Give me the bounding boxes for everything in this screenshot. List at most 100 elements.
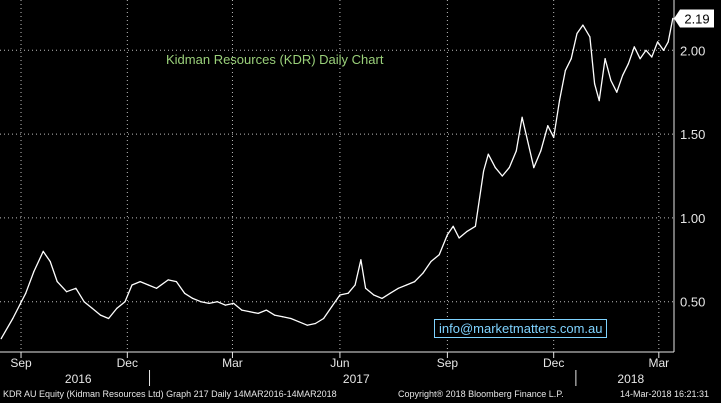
y-tick-label: 0.50 xyxy=(680,295,705,310)
footer-timestamp: 14-Mar-2018 16:21:31 xyxy=(620,389,710,399)
data-point xyxy=(576,32,578,35)
last-value-tag: 2.19 xyxy=(674,9,714,28)
data-point xyxy=(208,302,210,304)
data-point xyxy=(589,36,591,38)
data-point xyxy=(75,287,77,289)
data-point xyxy=(438,254,440,256)
chart-labels: 0.50 1.00 1.50 2.00 Sep Dec Mar Jun Sep Dec Mar 201… xyxy=(10,9,714,386)
x-tick-label: Sep xyxy=(437,356,459,370)
data-point xyxy=(147,284,149,286)
data-point xyxy=(265,309,267,311)
data-point xyxy=(233,302,235,304)
data-point xyxy=(365,287,367,289)
data-point xyxy=(527,141,529,144)
data-point xyxy=(633,46,635,48)
data-point xyxy=(446,234,448,236)
year-label: 2017 xyxy=(343,372,370,386)
data-point xyxy=(290,317,292,320)
data-point xyxy=(645,49,647,51)
footer-copyright: Copyright® 2018 Bloomberg Finance L.P. xyxy=(398,389,564,399)
data-point xyxy=(257,312,259,314)
data-point xyxy=(314,322,316,325)
chart-title: Kidman Resources (KDR) Daily Chart xyxy=(166,52,384,67)
data-point xyxy=(200,301,202,303)
data-point xyxy=(241,309,243,311)
data-point xyxy=(323,317,325,320)
data-point xyxy=(558,100,561,102)
data-point xyxy=(494,167,496,169)
data-point xyxy=(224,304,226,306)
data-point xyxy=(430,260,432,263)
price-chart: 0.50 1.00 1.50 2.00 Sep Dec Mar Jun Sep Dec Mar 201… xyxy=(0,0,714,386)
chart-grid xyxy=(0,0,674,352)
x-tick-label: Mar xyxy=(648,356,669,370)
year-label: 2018 xyxy=(617,372,644,386)
data-point xyxy=(570,58,572,60)
data-point xyxy=(42,250,44,252)
data-point xyxy=(422,272,424,274)
footer-bar: KDR AU Equity (Kidman Resources Ltd) Gra… xyxy=(0,386,721,403)
last-value-label: 2.19 xyxy=(684,11,709,26)
data-point xyxy=(487,153,489,155)
data-point xyxy=(466,230,468,232)
data-point xyxy=(306,324,308,326)
data-point xyxy=(651,56,653,58)
data-point xyxy=(99,314,102,316)
data-point xyxy=(594,83,596,85)
data-point xyxy=(397,287,399,289)
data-point xyxy=(540,150,542,152)
data-point xyxy=(347,292,349,294)
data-point xyxy=(381,297,383,299)
last-value-box xyxy=(674,9,714,28)
data-point xyxy=(414,281,416,283)
data-point xyxy=(639,58,641,60)
x-tick-label: Dec xyxy=(117,356,138,370)
data-point xyxy=(216,301,218,303)
data-point xyxy=(547,125,549,127)
data-point xyxy=(83,301,85,303)
data-point xyxy=(155,287,158,289)
data-point xyxy=(339,294,341,296)
data-point xyxy=(508,167,510,169)
data-point xyxy=(116,307,118,309)
x-tick-label: Mar xyxy=(222,356,243,370)
data-point xyxy=(56,281,58,283)
chart-series xyxy=(0,17,674,340)
data-point xyxy=(282,316,284,318)
data-point xyxy=(331,306,333,308)
data-point xyxy=(389,292,391,294)
email-link[interactable]: info@marketmatters.com.au xyxy=(434,319,608,338)
y-tick-label: 1.00 xyxy=(680,211,705,226)
data-point xyxy=(564,69,567,71)
x-tick-label: Sep xyxy=(10,356,32,370)
data-point xyxy=(298,321,300,323)
data-point xyxy=(249,311,251,313)
data-point xyxy=(405,284,408,286)
data-point xyxy=(25,292,27,294)
data-point xyxy=(49,260,51,263)
data-point xyxy=(667,41,669,43)
data-point xyxy=(66,291,68,293)
data-point xyxy=(273,314,276,316)
data-point xyxy=(610,79,612,82)
data-point xyxy=(131,284,133,286)
data-point xyxy=(108,317,110,320)
data-point xyxy=(458,237,460,239)
x-tick-label: Jun xyxy=(330,356,349,370)
data-point xyxy=(616,91,618,93)
data-point xyxy=(175,281,177,283)
x-tick-label: Dec xyxy=(543,356,564,370)
year-label: 2016 xyxy=(65,372,92,386)
data-point xyxy=(515,150,517,152)
data-point xyxy=(521,116,523,118)
data-point xyxy=(167,279,169,281)
data-point xyxy=(354,284,356,286)
data-point xyxy=(553,136,555,138)
data-point xyxy=(33,270,35,273)
data-point xyxy=(91,307,93,309)
data-point xyxy=(192,297,194,299)
data-point xyxy=(598,100,600,102)
data-point xyxy=(360,259,362,261)
data-point xyxy=(657,41,659,43)
data-point xyxy=(184,292,186,294)
